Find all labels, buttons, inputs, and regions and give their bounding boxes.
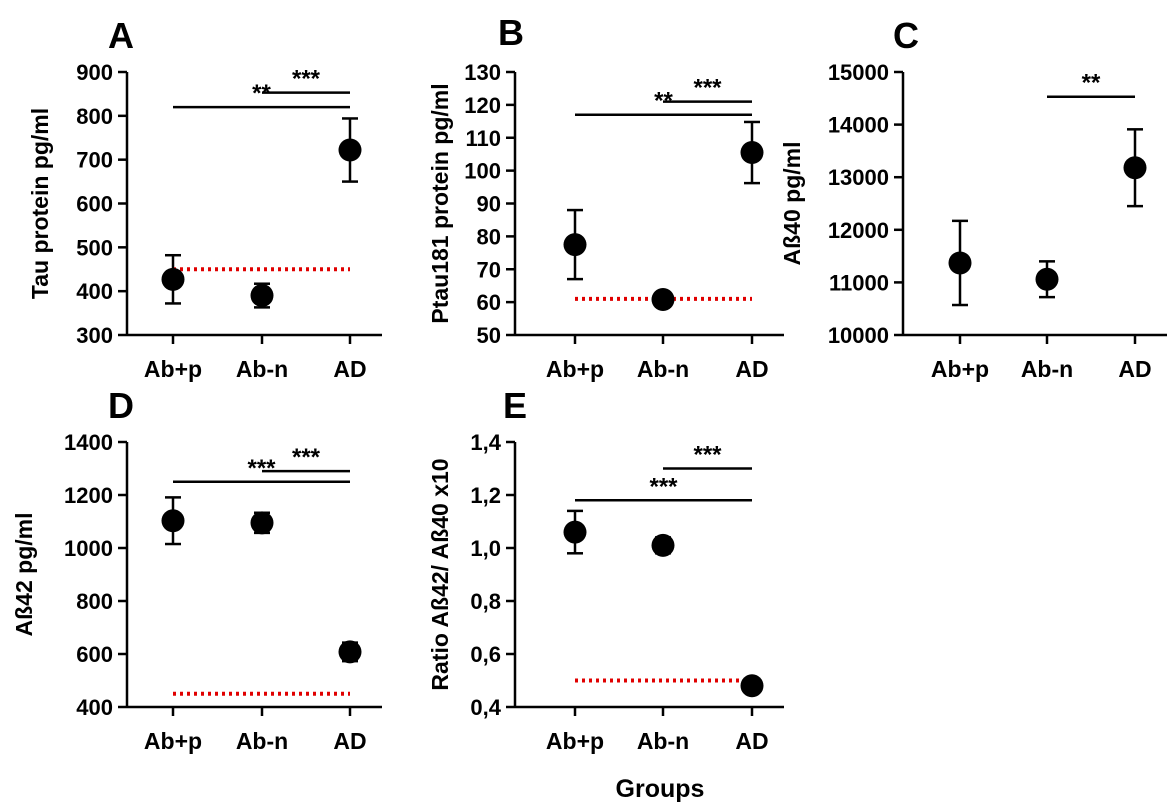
y-tick-label: 500 <box>76 235 113 260</box>
y-tick-label: 100 <box>464 159 501 184</box>
y-tick-label: 14000 <box>828 113 889 138</box>
significance-label: *** <box>292 66 321 93</box>
x-tick-label: Ab+p <box>144 356 202 382</box>
y-tick-label: 400 <box>76 695 113 720</box>
panel-b: B 50 60 70 80 90 100 110 120 130 Ab+p Ab-n AD Ptau181… <box>427 12 784 382</box>
panels: A 300 400 500 600 700 800 900 Ab+p Ab-n AD Tau prot… <box>11 12 1167 754</box>
data-point <box>161 509 185 533</box>
panel-letter: E <box>503 385 527 426</box>
y-tick-label: 1,4 <box>470 430 501 455</box>
significance-label: ** <box>252 80 271 107</box>
y-tick-label: 300 <box>76 323 113 348</box>
x-axis-title: Groups <box>616 775 705 803</box>
data-point <box>651 287 675 311</box>
data-point <box>563 520 587 544</box>
y-tick-label: 900 <box>76 60 113 85</box>
y-tick-label: 90 <box>477 192 501 217</box>
y-tick-label: 110 <box>466 126 502 151</box>
y-tick-label: 11000 <box>829 270 889 295</box>
data-point <box>740 674 764 698</box>
x-tick-label: AD <box>735 728 768 754</box>
y-tick-label: 800 <box>76 589 113 614</box>
x-tick-label: Ab+p <box>546 356 604 382</box>
x-tick-label: Ab-n <box>637 356 689 382</box>
data-point <box>740 141 764 165</box>
x-tick-label: Ab-n <box>236 728 288 754</box>
significance-label: *** <box>693 442 722 469</box>
x-tick-label: Ab-n <box>637 728 689 754</box>
y-tick-label: 700 <box>76 148 113 173</box>
panel-a: A 300 400 500 600 700 800 900 Ab+p Ab-n AD Tau prot… <box>27 15 382 382</box>
y-tick-label: 1,0 <box>470 536 501 561</box>
y-tick-label: 12000 <box>828 218 889 243</box>
significance-label: *** <box>292 444 321 471</box>
y-tick-label: 10000 <box>828 323 889 348</box>
data-point <box>338 138 362 162</box>
significance-label: *** <box>693 75 722 102</box>
panel-d: D 400 600 800 1000 1200 1400 Ab+p Ab-n AD Aß42 pg/… <box>11 385 382 754</box>
x-tick-label: AD <box>735 356 768 382</box>
y-axis-title: Tau protein pg/ml <box>27 108 53 299</box>
data-point <box>563 233 587 257</box>
panel-c: C 10000 11000 12000 13000 14000 15000 Ab+p Ab-n A… <box>779 15 1167 382</box>
y-tick-label: 1200 <box>64 483 113 508</box>
y-tick-label: 0,6 <box>470 642 501 667</box>
data-point <box>651 533 675 557</box>
significance-label: *** <box>649 473 678 500</box>
y-axis-title: Ratio Aß42/ Aß40 x10 <box>427 458 453 690</box>
x-tick-label: AD <box>1118 356 1151 382</box>
data-point <box>250 511 274 535</box>
y-axis-title: Ptau181 protein pg/ml <box>427 83 453 323</box>
panel-letter: C <box>893 15 919 56</box>
y-axis-title: Aß40 pg/ml <box>779 142 805 266</box>
data-point <box>1123 156 1147 180</box>
y-axis-title: Aß42 pg/ml <box>11 513 37 637</box>
y-tick-label: 800 <box>76 104 113 129</box>
x-tick-label: Ab+p <box>546 728 604 754</box>
data-point <box>338 640 362 664</box>
y-tick-label: 50 <box>477 323 501 348</box>
x-tick-label: Ab-n <box>236 356 288 382</box>
y-tick-label: 15000 <box>828 60 889 85</box>
significance-label: ** <box>1082 70 1101 97</box>
data-point <box>1035 267 1059 291</box>
y-tick-label: 120 <box>464 93 501 118</box>
y-tick-label: 130 <box>464 60 501 85</box>
y-tick-label: 400 <box>76 279 113 304</box>
y-tick-label: 80 <box>477 224 501 249</box>
panel-letter: D <box>108 385 134 426</box>
data-point <box>250 284 274 308</box>
x-tick-label: Ab-n <box>1021 356 1073 382</box>
y-tick-label: 600 <box>76 642 113 667</box>
y-tick-label: 1000 <box>64 536 113 561</box>
significance-label: *** <box>247 455 276 482</box>
x-tick-label: Ab+p <box>144 728 202 754</box>
data-point <box>948 251 972 275</box>
x-tick-label: Ab+p <box>931 356 989 382</box>
panel-e: E 0,4 0,6 0,8 1,0 1,2 1,4 Ab+p Ab-n AD Ratio Aß42/… <box>427 385 784 754</box>
y-tick-label: 13000 <box>828 165 889 190</box>
y-tick-label: 60 <box>477 290 501 315</box>
y-tick-label: 1,2 <box>470 483 501 508</box>
y-tick-label: 0,8 <box>470 589 501 614</box>
panel-letter: B <box>498 12 524 53</box>
data-point <box>161 267 185 291</box>
x-tick-label: AD <box>333 356 366 382</box>
x-tick-label: AD <box>333 728 366 754</box>
y-tick-label: 0,4 <box>470 695 501 720</box>
y-tick-label: 70 <box>477 257 501 282</box>
y-tick-label: 1400 <box>64 430 113 455</box>
panel-letter: A <box>108 15 134 56</box>
y-tick-label: 600 <box>76 192 113 217</box>
